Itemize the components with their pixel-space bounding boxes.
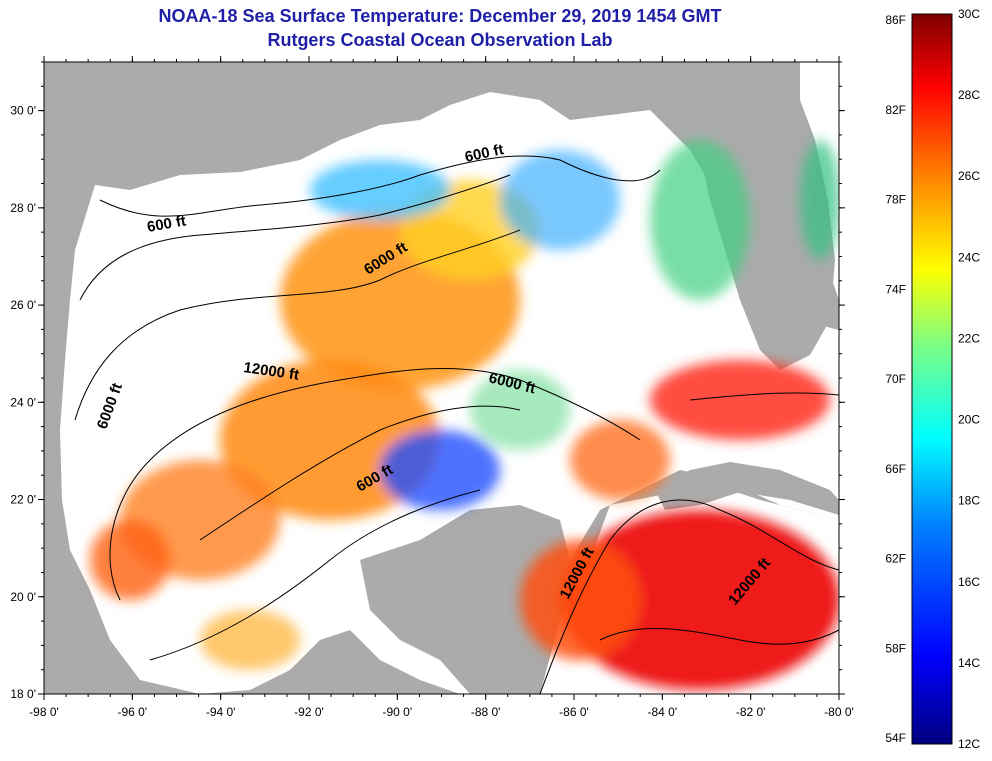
colorbar-f-label: 54F xyxy=(885,731,906,745)
colorbar-c-label: 12C xyxy=(958,737,980,751)
colorbar-celsius-labels: 30C 28C 26C 24C 22C 20C 18C 16C 14C 12C xyxy=(958,7,980,751)
map-subtitle: Rutgers Coastal Ocean Observation Lab xyxy=(267,30,613,50)
lon-tick-label: -82 0' xyxy=(736,705,766,719)
lon-tick-label: -98 0' xyxy=(29,705,59,719)
colorbar-c-label: 28C xyxy=(958,88,980,102)
axis-ticks xyxy=(38,56,845,700)
lon-tick-label: -92 0' xyxy=(294,705,324,719)
colorbar-f-label: 86F xyxy=(885,13,906,27)
colorbar-f-label: 82F xyxy=(885,103,906,117)
lon-tick-label: -86 0' xyxy=(559,705,589,719)
colorbar-f-label: 66F xyxy=(885,462,906,476)
yucatan-land xyxy=(360,505,570,694)
lon-tick-label: -96 0' xyxy=(118,705,148,719)
colorbar-fahrenheit-labels: 86F 82F 78F 74F 70F 66F 62F 58F 54F xyxy=(885,13,906,745)
cuba-land xyxy=(655,462,839,515)
latitude-tick-labels: 18 0' 20 0' 22 0' 24 0' 26 0' 28 0' 30 0' xyxy=(10,104,36,701)
colorbar-f-label: 62F xyxy=(885,552,906,566)
colorbar-f-label: 78F xyxy=(885,193,906,207)
depth-contours xyxy=(74,155,839,694)
lat-tick-label: 28 0' xyxy=(10,201,36,215)
lat-tick-label: 30 0' xyxy=(10,104,36,118)
lon-tick-label: -88 0' xyxy=(471,705,501,719)
contour-label-600ft-west: 600 ft xyxy=(146,212,188,236)
colorbar-c-label: 22C xyxy=(958,331,980,345)
colorbar-f-label: 74F xyxy=(885,282,906,296)
colorbar-f-label: 58F xyxy=(885,641,906,655)
colorbar-c-label: 16C xyxy=(958,575,980,589)
colorbar-c-label: 20C xyxy=(958,413,980,427)
lon-tick-label: -90 0' xyxy=(383,705,413,719)
colorbar-c-label: 14C xyxy=(958,656,980,670)
colorbar-c-label: 18C xyxy=(958,494,980,508)
colorbar xyxy=(911,13,953,745)
lat-tick-label: 22 0' xyxy=(10,493,36,507)
map-title: NOAA-18 Sea Surface Temperature: Decembe… xyxy=(158,6,722,26)
colorbar-c-label: 30C xyxy=(958,7,980,21)
lat-tick-label: 24 0' xyxy=(10,395,36,409)
colorbar-c-label: 24C xyxy=(958,250,980,264)
lat-tick-label: 18 0' xyxy=(10,687,36,701)
longitude-tick-labels: -98 0' -96 0' -94 0' -92 0' -90 0' -88 0' -86 … xyxy=(29,705,854,719)
colorbar-f-label: 70F xyxy=(885,372,906,386)
sst-field xyxy=(90,140,839,690)
colorbar-c-label: 26C xyxy=(958,169,980,183)
lon-tick-label: -94 0' xyxy=(206,705,236,719)
lon-tick-label: -84 0' xyxy=(648,705,678,719)
lat-tick-label: 20 0' xyxy=(10,590,36,604)
lat-tick-label: 26 0' xyxy=(10,298,36,312)
lon-tick-label: -80 0' xyxy=(824,705,854,719)
